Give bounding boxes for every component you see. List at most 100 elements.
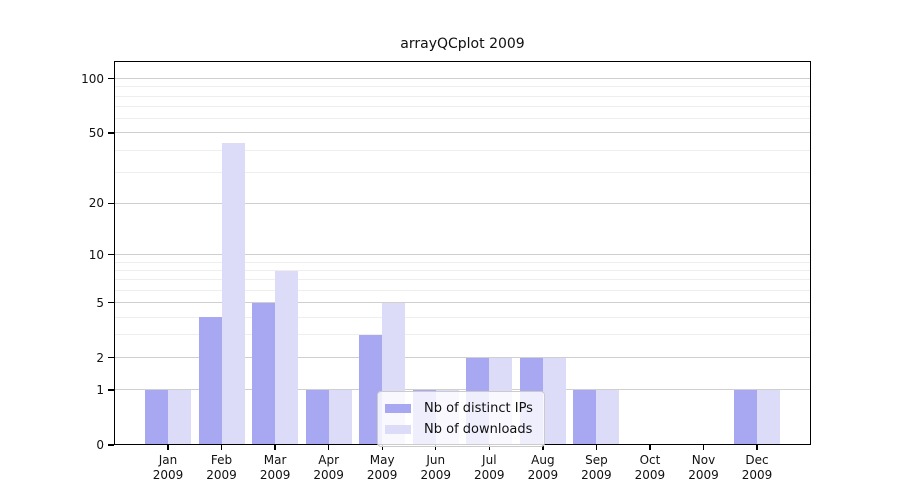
x-tick-nov bbox=[702, 445, 705, 450]
gridline-major-y2 bbox=[114, 357, 811, 359]
x-tick-label-may: May 2009 bbox=[350, 453, 414, 483]
y-tick-50 bbox=[108, 132, 114, 134]
bar-nb-of-downloads-mar bbox=[275, 270, 299, 445]
y-tick-5 bbox=[108, 302, 114, 304]
x-tick-label-dec: Dec 2009 bbox=[725, 453, 789, 483]
year-label: 2009 bbox=[259, 468, 291, 482]
month-name: Jun bbox=[426, 453, 446, 467]
x-tick-jul bbox=[488, 445, 490, 450]
y-tick-label-100: 100 bbox=[81, 71, 104, 86]
y-tick-label-10: 10 bbox=[88, 247, 104, 262]
month-name: Nov bbox=[691, 453, 716, 467]
bar-nb-of-distinct-ips-mar bbox=[252, 302, 276, 445]
month-name: Mar bbox=[263, 453, 287, 467]
year-label: 2009 bbox=[474, 468, 505, 482]
x-tick-jan bbox=[167, 445, 169, 450]
year-label: 2009 bbox=[688, 468, 719, 482]
month-name: Oct bbox=[639, 453, 661, 467]
month-name: Apr bbox=[318, 453, 340, 467]
month-name: Aug bbox=[531, 453, 555, 467]
legend-swatch-distinct-ips bbox=[385, 404, 411, 413]
x-tick-dec bbox=[756, 445, 758, 450]
x-tick-label-apr: Apr 2009 bbox=[297, 453, 361, 483]
year-label: 2009 bbox=[581, 468, 612, 482]
y-tick-100 bbox=[108, 77, 114, 80]
bar-nb-of-downloads-aug bbox=[542, 357, 566, 445]
gridline-major-y50 bbox=[114, 132, 811, 134]
year-label: 2009 bbox=[366, 468, 398, 482]
month-name: Jul bbox=[482, 453, 497, 467]
y-tick-label-20: 20 bbox=[88, 196, 104, 211]
legend: Nb of distinct IPs Nb of downloads bbox=[377, 391, 545, 447]
x-tick-oct bbox=[649, 445, 651, 450]
legend-swatch-downloads bbox=[385, 425, 411, 434]
legend-entry-downloads: Nb of downloads bbox=[385, 419, 533, 440]
y-tick-1 bbox=[108, 389, 114, 391]
x-tick-sep bbox=[595, 445, 598, 450]
gridline-major-y5 bbox=[114, 302, 811, 304]
x-tick-aug bbox=[542, 445, 544, 450]
bar-nb-of-distinct-ips-may bbox=[359, 334, 383, 445]
gridline-major-y10 bbox=[114, 254, 811, 256]
year-label: 2009 bbox=[313, 468, 344, 482]
year-label: 2009 bbox=[152, 468, 184, 482]
year-label: 2009 bbox=[741, 468, 773, 482]
bar-nb-of-downloads-jan bbox=[168, 389, 191, 445]
month-name: Dec bbox=[745, 453, 769, 467]
bar-nb-of-downloads-feb bbox=[221, 142, 245, 445]
y-tick-20 bbox=[108, 202, 114, 204]
x-tick-label-feb: Feb 2009 bbox=[190, 453, 254, 483]
x-tick-label-mar: Mar 2009 bbox=[243, 453, 307, 483]
bar-nb-of-downloads-sep bbox=[596, 389, 620, 445]
y-tick-label-1: 1 bbox=[96, 382, 104, 397]
gridline-major-y1 bbox=[114, 389, 811, 391]
x-tick-label-jul: Jul 2009 bbox=[457, 453, 521, 483]
y-tick-label-0: 0 bbox=[96, 438, 104, 452]
gridline-minor-y4 bbox=[114, 316, 811, 318]
month-name: Jan bbox=[158, 453, 178, 467]
bar-nb-of-downloads-dec bbox=[757, 389, 781, 445]
year-label: 2009 bbox=[634, 468, 666, 482]
x-tick-may bbox=[381, 445, 383, 450]
x-tick-apr bbox=[327, 445, 330, 450]
y-tick-10 bbox=[108, 253, 114, 256]
gridline-minor-y9 bbox=[114, 261, 811, 263]
year-label: 2009 bbox=[527, 468, 559, 482]
month-name: Feb bbox=[210, 453, 233, 467]
bar-nb-of-distinct-ips-apr bbox=[305, 389, 329, 445]
x-tick-label-aug: Aug 2009 bbox=[511, 453, 575, 483]
legend-label-downloads: Nb of downloads bbox=[424, 422, 533, 437]
gridline-minor-y7 bbox=[114, 279, 811, 281]
y-tick-label-5: 5 bbox=[96, 295, 104, 310]
gridline-minor-y80 bbox=[114, 95, 811, 97]
gridline-minor-y8 bbox=[114, 270, 811, 272]
y-tick-0 bbox=[108, 444, 114, 446]
x-tick-mar bbox=[274, 445, 276, 450]
bar-nb-of-distinct-ips-feb bbox=[198, 317, 222, 445]
y-tick-2 bbox=[108, 357, 114, 359]
x-tick-label-sep: Sep 2009 bbox=[564, 453, 628, 483]
month-name: May bbox=[369, 453, 395, 467]
bar-nb-of-downloads-apr bbox=[328, 389, 352, 445]
month-name: Sep bbox=[585, 453, 608, 467]
y-tick-label-50: 50 bbox=[88, 125, 104, 140]
gridline-minor-y6 bbox=[114, 289, 811, 291]
legend-entry-distinct-ips: Nb of distinct IPs bbox=[385, 398, 533, 419]
gridline-major-y100 bbox=[114, 78, 811, 80]
x-tick-jun bbox=[435, 445, 437, 450]
x-tick-label-jan: Jan 2009 bbox=[136, 453, 200, 483]
bar-nb-of-distinct-ips-jan bbox=[145, 389, 168, 445]
gridline-major-y20 bbox=[114, 202, 811, 204]
plot-area: Nb of distinct IPs Nb of downloads bbox=[114, 61, 811, 447]
year-label: 2009 bbox=[420, 468, 452, 482]
gridline-minor-y40 bbox=[114, 149, 811, 151]
y-tick-label-2: 2 bbox=[96, 350, 104, 365]
x-tick-label-jun: Jun 2009 bbox=[404, 453, 468, 483]
bar-nb-of-distinct-ips-sep bbox=[573, 389, 597, 445]
gridline-minor-y3 bbox=[114, 334, 811, 336]
gridline-minor-y30 bbox=[114, 171, 811, 173]
gridline-minor-y70 bbox=[114, 106, 811, 108]
gridline-minor-y90 bbox=[114, 86, 811, 88]
year-label: 2009 bbox=[206, 468, 237, 482]
